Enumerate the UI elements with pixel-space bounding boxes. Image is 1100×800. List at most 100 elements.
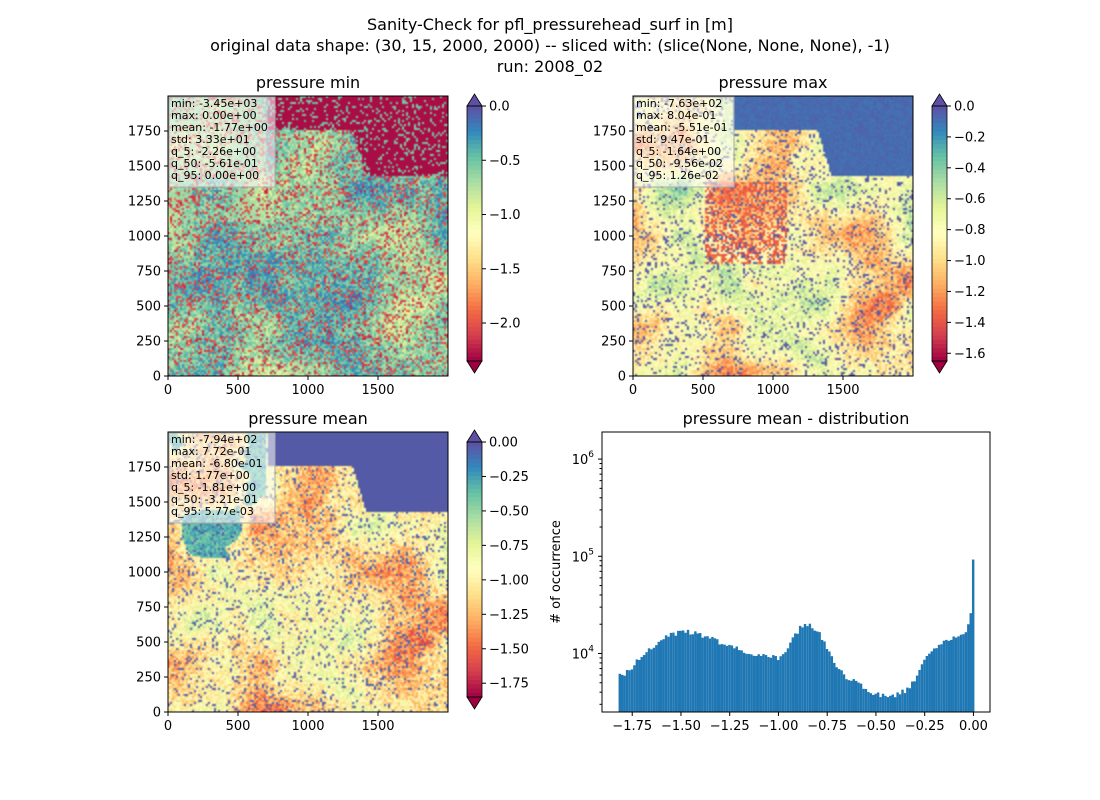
histogram-bar: [971, 559, 975, 712]
colorbar-segment: [467, 225, 482, 230]
figure-title-line-2: original data shape: (30, 15, 2000, 2000…: [210, 36, 890, 55]
stats-line: mean: -6.80e-01: [171, 457, 263, 470]
histogram-bar: [628, 670, 631, 712]
histogram-bar: [911, 681, 914, 712]
histogram-bar: [947, 640, 951, 712]
histogram-bar: [876, 692, 880, 712]
colorbar-segment: [467, 471, 482, 477]
colorbar-segment: [467, 620, 482, 626]
colorbar-segment: [467, 288, 482, 294]
colorbar-segment: [467, 322, 482, 328]
histogram-bar: [964, 632, 968, 712]
colorbar-segment: [467, 216, 482, 222]
y-tick-label: 0: [618, 370, 626, 385]
colorbar-tick-label: −0.5: [489, 154, 521, 169]
colorbar-segment: [467, 250, 482, 256]
histogram-bar: [874, 693, 877, 712]
y-tick-label: 1500: [128, 496, 161, 511]
histogram-bar: [830, 656, 834, 712]
histogram-bar: [811, 628, 814, 712]
colorbar-segment: [467, 152, 482, 158]
histogram-bar: [655, 645, 658, 712]
histogram-bar: [954, 637, 958, 712]
histogram-bar: [630, 669, 634, 712]
histogram-bar: [711, 636, 714, 712]
histogram-bar: [918, 669, 921, 712]
histogram-bar: [930, 651, 933, 712]
colorbar-segment: [932, 225, 947, 230]
colorbar-segment: [932, 356, 947, 362]
histogram-bar: [796, 633, 799, 712]
histogram-bar: [674, 635, 678, 712]
colorbar-segment: [932, 208, 947, 213]
stats-line: std: 1.77e+00: [171, 469, 250, 482]
colorbar-segment: [467, 267, 482, 273]
colorbar-segment: [467, 463, 482, 469]
x-tick-label: 500: [226, 383, 251, 398]
colorbar-segment: [467, 310, 482, 315]
histogram-bar: [957, 636, 960, 712]
colorbar-segment: [932, 182, 947, 188]
histogram-bar: [857, 682, 860, 712]
colorbar-segment: [932, 322, 947, 328]
histogram-bar: [640, 656, 643, 712]
histogram-bar: [920, 664, 924, 712]
pressure-mean-map-panel: pressure mean 0 500 1000 1500 0 250 500 750 1000 1…: [128, 409, 529, 734]
histogram-bar: [942, 640, 946, 712]
colorbar-segment: [467, 339, 482, 345]
colorbar-segment: [467, 446, 482, 452]
x-tick-label: −0.25: [905, 719, 945, 734]
histogram-bar: [815, 631, 819, 712]
colorbar-segment: [467, 178, 482, 184]
histogram-bar: [621, 674, 624, 712]
panel-title: pressure mean: [248, 409, 368, 428]
histogram-bar: [672, 632, 675, 712]
colorbar-segment: [467, 157, 482, 162]
x-tick-label: 1500: [826, 383, 859, 398]
colorbar-segment: [467, 612, 482, 617]
colorbar-tick-label: −0.25: [489, 470, 529, 485]
histogram-bar: [913, 681, 916, 712]
colorbar-segment: [467, 335, 482, 341]
colorbar-segment: [467, 637, 482, 643]
stats-line: q_5: -2.26e+00: [171, 145, 256, 158]
colorbar-segment: [932, 348, 947, 354]
colorbar-segment: [467, 161, 482, 167]
histogram-bar: [837, 669, 841, 712]
histogram-bar: [854, 680, 858, 712]
histogram-bar: [716, 639, 719, 712]
colorbar-tick-label: −1.0: [489, 208, 521, 223]
histogram-bar: [898, 694, 902, 712]
histogram-bar: [750, 654, 753, 712]
colorbar-segment: [467, 118, 482, 124]
histogram-bar: [937, 644, 941, 712]
colorbar-segment: [467, 280, 482, 286]
histogram-bar: [847, 680, 851, 712]
colorbar-segment: [932, 157, 947, 162]
y-tick-base: 10: [572, 550, 589, 565]
stats-line: std: 3.33e+01: [171, 133, 250, 146]
histogram-bar: [886, 697, 890, 712]
histogram-bar: [818, 632, 821, 712]
histogram-bar: [872, 694, 875, 712]
x-tick-label: 0: [629, 383, 637, 398]
colorbar-tick-label: −1.4: [954, 316, 986, 331]
stats-box: [633, 96, 735, 188]
colorbar-segment: [467, 522, 482, 528]
stats-line: mean: -5.51e-01: [636, 121, 728, 134]
colorbar-segment: [932, 352, 947, 358]
histogram-bar: [801, 627, 804, 712]
colorbar-segment: [467, 242, 482, 247]
histogram-bar: [842, 674, 846, 712]
histogram-bar: [928, 653, 931, 712]
colorbar-segment: [467, 352, 482, 358]
histogram-bar: [708, 638, 712, 712]
colorbar-segment: [932, 203, 947, 209]
colorbar-frame: [466, 441, 483, 698]
colorbar-segment: [932, 293, 947, 298]
y-tick-label: 750: [601, 265, 626, 280]
histogram-bar: [735, 646, 738, 712]
colorbar-segment: [467, 688, 482, 694]
colorbar-tick-label: −0.75: [489, 539, 529, 554]
colorbar: −2.0 −1.5 −1.0 −0.5 0.0: [466, 93, 521, 374]
